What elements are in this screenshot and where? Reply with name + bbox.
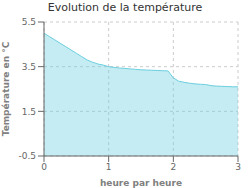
svg-text:1: 1 (106, 162, 112, 172)
svg-text:2: 2 (170, 162, 176, 172)
html-text:Evolution de la température: Evolution de la température (47, 1, 203, 14)
svg-text:0: 0 (41, 162, 47, 172)
svg-text:5.5: 5.5 (22, 17, 36, 27)
svg-text:3.5: 3.5 (22, 62, 36, 72)
svg-text:-0.5: -0.5 (18, 151, 36, 161)
svg-text:heure par heure: heure par heure (100, 178, 182, 188)
svg-text:1.5: 1.5 (22, 107, 36, 117)
svg-text:Température en °C: Température en °C (8, 41, 11, 136)
svg-text:3: 3 (235, 162, 241, 172)
